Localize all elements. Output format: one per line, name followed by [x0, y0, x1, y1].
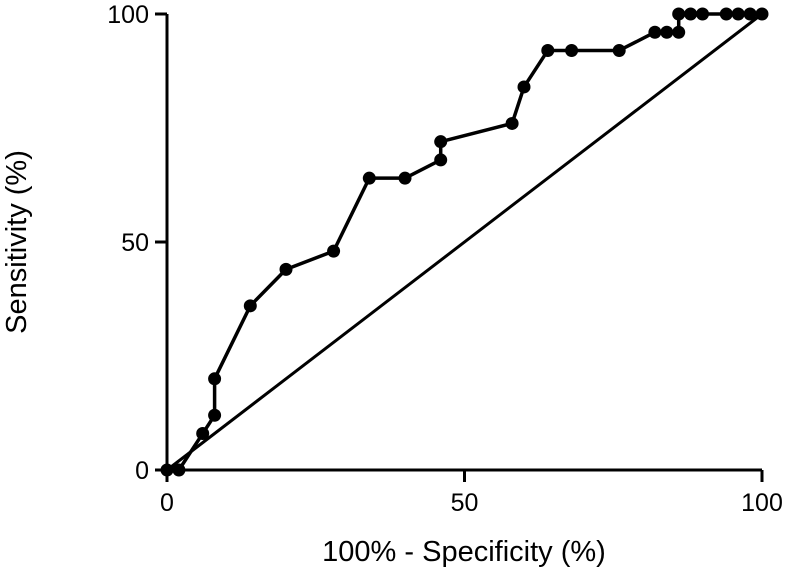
- y-tick-label-0: 0: [135, 457, 149, 485]
- roc-point-14: [541, 43, 555, 57]
- roc-point-13: [517, 80, 531, 94]
- roc-point-8: [362, 171, 376, 185]
- series-layer: [160, 7, 769, 477]
- roc-point-23: [719, 7, 733, 21]
- y-tick-label-1: 50: [121, 229, 149, 257]
- x-axis-label: 100% - Specificity (%): [322, 536, 606, 568]
- roc-point-24: [731, 7, 745, 21]
- reference-diagonal-line: [166, 12, 763, 472]
- roc-point-22: [696, 7, 709, 21]
- x-tick-label-1: 50: [451, 489, 479, 517]
- roc-point-18: [660, 25, 674, 39]
- roc-point-1: [172, 463, 186, 477]
- roc-point-17: [648, 25, 662, 39]
- roc-point-21: [684, 7, 698, 21]
- tick-labels: 0 50 100 0 50 100: [107, 1, 783, 517]
- roc-point-2: [196, 427, 210, 441]
- roc-point-19: [672, 25, 686, 39]
- roc-point-12: [505, 116, 519, 130]
- y-tick-label-2: 100: [107, 1, 149, 29]
- roc-point-15: [565, 43, 579, 57]
- roc-point-6: [279, 262, 293, 276]
- roc-point-5: [243, 299, 257, 313]
- roc-point-11: [434, 135, 448, 149]
- roc-point-20: [672, 7, 686, 21]
- roc-point-10: [434, 153, 448, 167]
- roc-point-9: [398, 171, 412, 185]
- roc-point-3: [208, 408, 222, 422]
- roc-point-25: [743, 7, 757, 21]
- x-tick-label-0: 0: [160, 489, 174, 517]
- roc-point-4: [208, 372, 222, 386]
- roc-point-16: [612, 43, 626, 57]
- roc-point-7: [327, 244, 341, 258]
- y-axis-label: Sensitivity (%): [1, 150, 33, 334]
- x-tick-label-2: 100: [741, 489, 783, 517]
